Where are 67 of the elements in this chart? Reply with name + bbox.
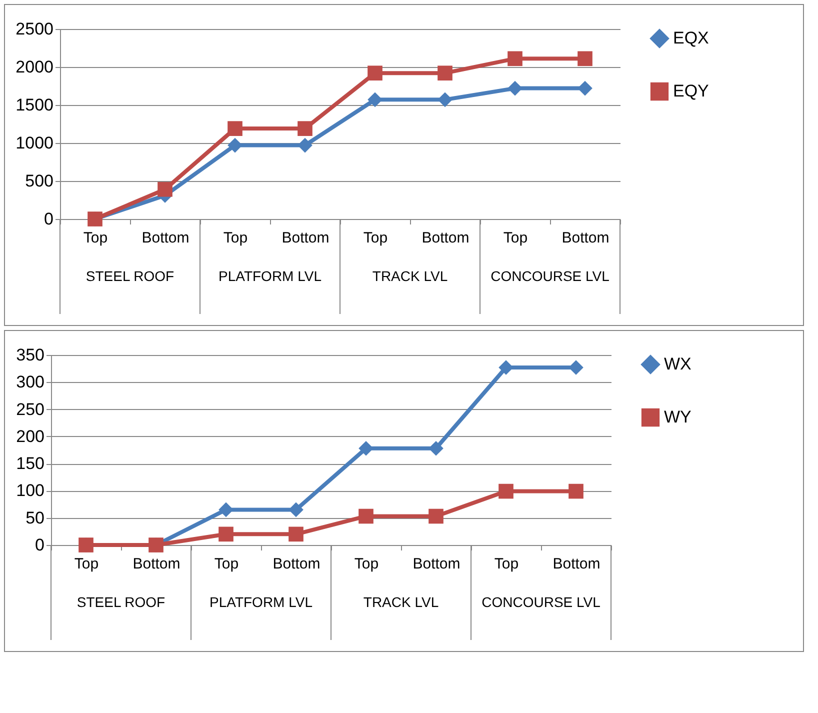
x-tick-label: Bottom (132, 556, 180, 572)
x-tick-label: Top (214, 556, 239, 572)
y-tick-label: 350 (16, 346, 44, 364)
point (368, 66, 382, 80)
text: CONCOURSE LVL (482, 594, 601, 610)
legend-label: WY (664, 408, 692, 426)
y-tick-label: 1000 (16, 134, 54, 152)
x-tick-label: Bottom (562, 230, 610, 246)
point (218, 526, 234, 542)
x-tick-label: Bottom (272, 556, 320, 572)
text: STEEL ROOF (76, 594, 166, 610)
point (438, 66, 452, 80)
y-tick-label: 100 (16, 481, 44, 500)
x-tick-label: Top (223, 230, 248, 246)
text: TRACK LVL (363, 594, 439, 610)
x-tick-label: Bottom (142, 230, 190, 246)
x-tick-label: Bottom (412, 556, 460, 572)
point (298, 138, 312, 153)
x-tick-label: Top (83, 230, 108, 246)
point (498, 484, 514, 499)
y-tick-label: 1500 (16, 96, 54, 114)
x-tick-label: Top (494, 556, 519, 572)
point (568, 360, 584, 375)
point (288, 526, 304, 542)
point (358, 440, 374, 456)
x-tick-label: Top (354, 556, 379, 572)
x-tick-label: Bottom (552, 556, 600, 572)
x-tick-label: Bottom (282, 230, 330, 246)
legend-label: EQX (673, 28, 709, 48)
point (508, 80, 522, 96)
point (438, 92, 452, 108)
point (508, 51, 522, 66)
legend-label: EQY (673, 82, 709, 100)
legend-label: WX (664, 354, 692, 374)
y-tick-label: 0 (44, 210, 54, 228)
y-tick-label: 150 (16, 454, 44, 474)
text: PLATFORM LVL (210, 594, 313, 610)
y-tick-label: 50 (26, 508, 44, 528)
y-tick-label: 2500 (16, 20, 54, 38)
x-tick-label: Top (503, 230, 528, 246)
point (428, 440, 444, 456)
point (218, 502, 234, 518)
y-tick-label: 200 (16, 426, 44, 446)
text: STEEL ROOF (86, 268, 174, 284)
x-tick-label: Bottom (422, 230, 470, 246)
x-tick-label: Top (363, 230, 388, 246)
text: CONCOURSE LVL (490, 268, 610, 284)
point (298, 121, 312, 136)
text: TRACK LVL (372, 268, 448, 284)
point (428, 508, 444, 524)
y-tick-label: 0 (35, 536, 44, 554)
point (578, 80, 592, 96)
text: PLATFORM LVL (218, 268, 322, 284)
x-tick-label: Top (74, 556, 99, 572)
point (158, 182, 172, 197)
point (368, 92, 382, 108)
y-tick-label: 300 (16, 372, 44, 392)
point (358, 508, 374, 524)
point (578, 51, 592, 66)
y-tick-label: 2000 (16, 58, 54, 76)
point (568, 484, 584, 499)
y-tick-label: 500 (25, 172, 54, 190)
point (288, 502, 304, 518)
y-tick-label: 250 (16, 400, 44, 419)
point (228, 138, 242, 153)
point (498, 360, 514, 375)
point (228, 121, 242, 136)
